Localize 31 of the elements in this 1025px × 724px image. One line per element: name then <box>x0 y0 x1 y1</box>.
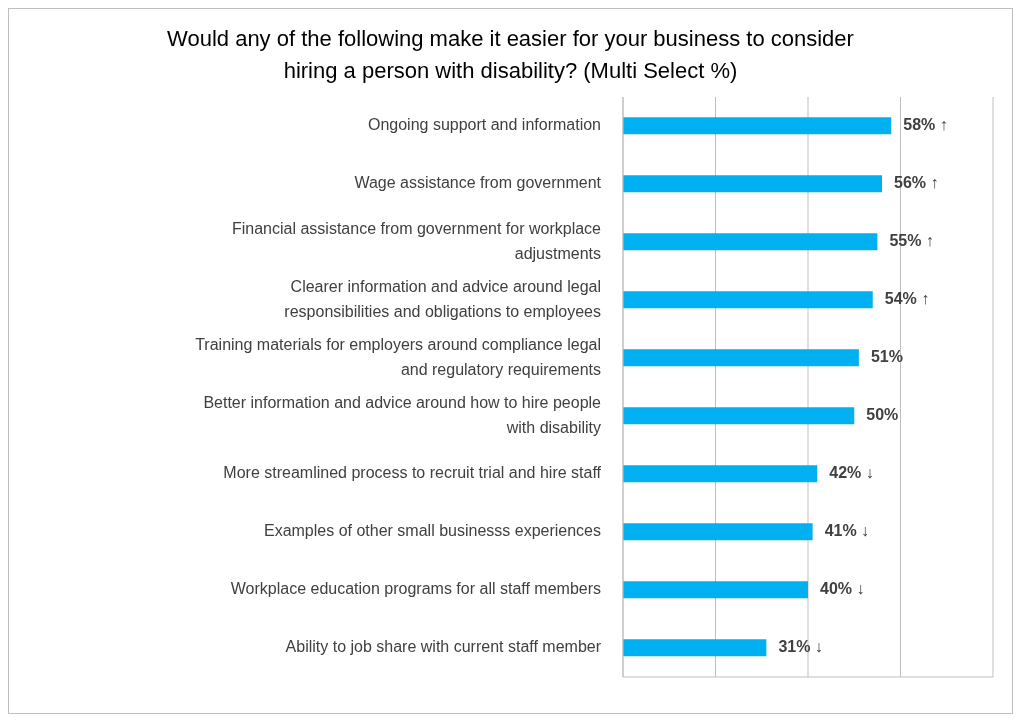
y-tick-label: More streamlined process to recruit trial and hire staff <box>223 464 602 482</box>
bar <box>623 349 859 367</box>
y-tick-label: Ability to job share with current staff member <box>285 638 602 656</box>
bar <box>623 407 855 425</box>
y-tick-label: Financial assistance from government for workplace adjustments <box>231 219 602 262</box>
bar <box>623 233 878 251</box>
chart-title: Would any of the following make it easier for your business to consider hiring a person with disability? (Multi Select %) <box>166 25 855 85</box>
data-label: 41% ↓ <box>824 522 870 540</box>
bar <box>623 175 882 193</box>
data-label: 40% ↓ <box>820 580 865 598</box>
data-label: 58% ↑ <box>903 116 948 134</box>
y-tick-label: Clearer information and advice around legal responsibilities and obligations to employees <box>284 277 601 320</box>
y-tick-label: Wage assistance from government <box>354 174 602 192</box>
y-tick-label: Examples of other small businesss experiences <box>263 522 601 540</box>
data-label: 50% <box>866 406 899 424</box>
data-label: 56% ↑ <box>894 174 939 192</box>
y-tick-label: Better information and advice around how to hire people with disability <box>203 393 602 436</box>
bar <box>623 523 813 541</box>
data-label: 42% ↓ <box>829 464 874 482</box>
bar <box>623 639 767 657</box>
data-label: 55% ↑ <box>889 232 934 250</box>
data-label: 54% ↑ <box>884 290 930 308</box>
y-tick-label: Workplace education programs for all staff members <box>230 580 601 598</box>
bar <box>623 465 818 483</box>
bar <box>623 581 808 599</box>
data-label: 31% ↓ <box>778 638 823 656</box>
bar <box>623 291 873 309</box>
data-label: 51% <box>870 348 903 366</box>
y-tick-label: Training materials for employers around compliance legal and regulatory requirements <box>195 335 601 378</box>
bar <box>623 117 892 135</box>
y-tick-label: Ongoing support and information <box>367 116 601 134</box>
